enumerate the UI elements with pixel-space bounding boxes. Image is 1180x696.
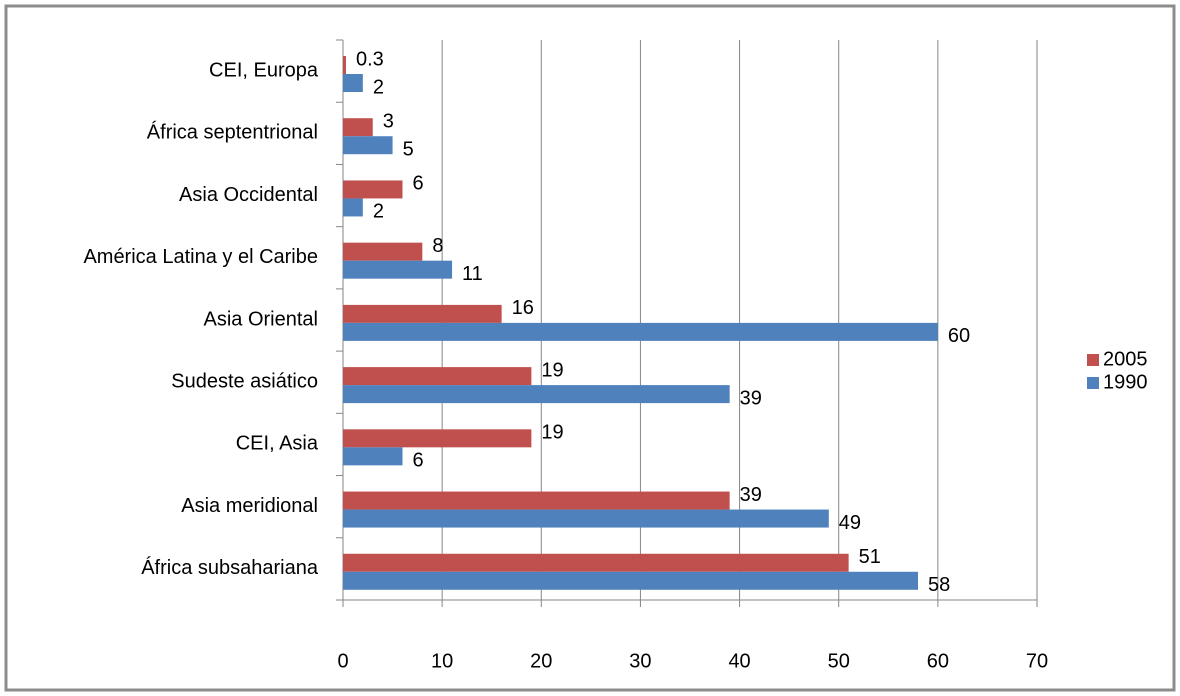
bar — [343, 553, 849, 572]
bar — [343, 509, 829, 528]
x-tick-label: 70 — [1026, 650, 1048, 672]
data-label: 0.3 — [356, 48, 384, 70]
legend-swatch — [1087, 354, 1099, 366]
bar — [343, 429, 532, 448]
data-label: 11 — [462, 263, 483, 285]
bar — [343, 367, 532, 386]
bar — [343, 242, 423, 261]
y-tick-label: Asia meridional — [181, 495, 318, 517]
y-tick-label: América Latina y el Caribe — [83, 246, 318, 268]
x-tick-label: 20 — [530, 650, 552, 672]
data-label: 2 — [373, 201, 384, 223]
data-label: 19 — [541, 359, 563, 381]
bar — [343, 118, 373, 137]
bar — [343, 304, 502, 323]
y-tick-label: Asia Oriental — [204, 308, 319, 330]
bar — [343, 198, 363, 217]
data-label: 49 — [839, 512, 861, 534]
bar — [343, 260, 453, 279]
data-label: 60 — [948, 325, 970, 347]
y-tick-label: África septentrional — [147, 121, 318, 144]
legend-label: 2005 — [1103, 348, 1148, 370]
bar — [343, 322, 938, 341]
data-label: 19 — [541, 422, 563, 444]
legend-swatch — [1087, 377, 1099, 389]
x-tick-label: 60 — [927, 650, 949, 672]
bar — [343, 56, 346, 74]
data-label: 2 — [373, 76, 384, 98]
legend-label: 1990 — [1103, 371, 1148, 393]
data-label: 51 — [859, 546, 881, 568]
x-tick-label: 40 — [728, 650, 750, 672]
data-label: 39 — [740, 387, 762, 409]
bar — [343, 136, 393, 155]
data-label: 39 — [740, 484, 762, 506]
data-label: 8 — [432, 235, 443, 257]
x-tick-label: 10 — [431, 650, 453, 672]
y-tick-label: CEI, Asia — [236, 433, 319, 455]
bar — [343, 571, 919, 590]
x-tick-label: 0 — [337, 650, 348, 672]
bar — [343, 447, 403, 466]
bar — [343, 491, 730, 510]
bar — [343, 180, 403, 199]
data-label: 58 — [928, 574, 950, 596]
bar — [343, 74, 363, 92]
data-label: 6 — [412, 450, 423, 472]
data-label: 6 — [412, 173, 423, 195]
y-tick-label: Asia Occidental — [179, 184, 318, 206]
data-label: 3 — [383, 111, 394, 133]
data-label: 16 — [512, 297, 534, 319]
x-tick-label: 50 — [828, 650, 850, 672]
y-tick-label: África subsahariana — [141, 556, 319, 579]
y-tick-label: CEI, Europa — [209, 59, 319, 81]
data-label: 5 — [403, 139, 414, 161]
x-tick-label: 30 — [629, 650, 651, 672]
bar — [343, 385, 730, 404]
y-tick-label: Sudeste asiático — [171, 371, 318, 393]
